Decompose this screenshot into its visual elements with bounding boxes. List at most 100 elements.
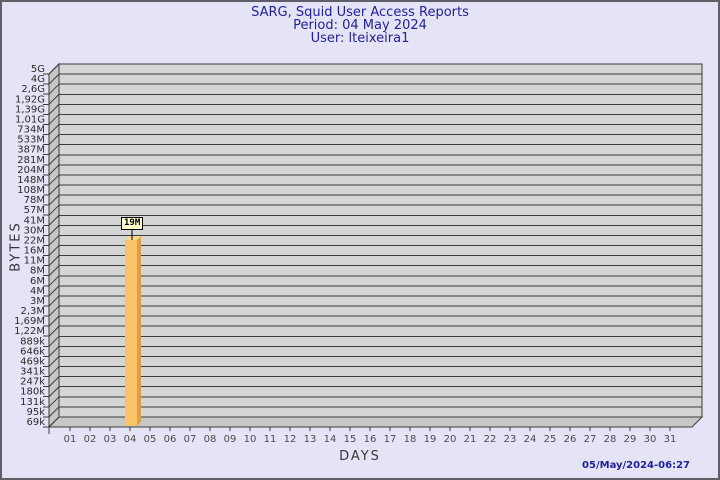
wall-diagonal <box>48 366 60 377</box>
ytick-label: 4M <box>30 286 45 297</box>
ytick-label: 30M <box>24 225 45 236</box>
wall-diagonal <box>48 164 60 176</box>
bar-top-face <box>125 236 141 241</box>
wall-diagonal <box>48 63 60 75</box>
xtick-label: 15 <box>344 434 357 445</box>
ytick-label: 889k <box>20 336 45 347</box>
wall-diagonal <box>48 134 60 145</box>
xtick-label: 29 <box>624 434 637 445</box>
xtick-label: 18 <box>404 434 417 445</box>
ytick-label: 734M <box>17 125 45 136</box>
wall-diagonal <box>48 295 60 307</box>
xtick-label: 26 <box>564 434 577 445</box>
xtick-label: 02 <box>84 434 97 445</box>
xtick-label: 20 <box>444 434 457 445</box>
xtick-label: 11 <box>264 434 277 445</box>
wall-diagonal <box>48 416 60 428</box>
wall-diagonal <box>48 255 60 266</box>
xtick-label: 03 <box>104 434 117 445</box>
wall-diagonal <box>48 214 60 226</box>
wall-diagonal <box>48 315 60 327</box>
ytick-label: 11M <box>24 256 45 267</box>
ytick-label: 4G <box>31 74 45 85</box>
chart-header: SARG, Squid User Access Reports Period: … <box>2 5 718 46</box>
bar-side-face <box>137 236 141 426</box>
xtick-label: 19 <box>424 434 437 445</box>
ytick-label: 78M <box>24 195 45 206</box>
wall-diagonal <box>48 376 60 388</box>
wall-diagonal <box>48 144 60 156</box>
xtick-label: 05 <box>144 434 157 445</box>
ytick-label: 1,22M <box>14 326 45 337</box>
left-wall <box>48 62 60 429</box>
ytick-label: 180k <box>20 387 45 398</box>
wall-diagonal <box>48 103 60 115</box>
wall-diagonal <box>48 245 60 256</box>
wall-diagonal <box>48 305 60 317</box>
xtick-label: 08 <box>204 434 217 445</box>
wall-diagonal <box>48 93 60 105</box>
chart-user: User: lteixeira1 <box>310 30 410 46</box>
xtick-label: 07 <box>184 434 197 445</box>
ytick-label: 281M <box>17 155 45 166</box>
ytick-label: 3M <box>30 296 45 307</box>
ytick-label: 69k <box>26 417 45 428</box>
wall-diagonal <box>48 325 60 337</box>
xtick-label: 14 <box>324 434 337 445</box>
ytick-label: 95k <box>26 407 45 418</box>
ytick-label: 5G <box>31 64 45 75</box>
wall-diagonal <box>48 174 60 186</box>
xtick-label: 31 <box>664 434 677 445</box>
wall-diagonal <box>48 406 60 418</box>
ytick-label: 57M <box>24 205 45 216</box>
xtick-label: 16 <box>364 434 377 445</box>
ytick-label: 8M <box>30 266 45 277</box>
bar-value-label: 19M <box>121 217 144 231</box>
ytick-label: 22M <box>24 235 45 246</box>
plot-area <box>58 63 703 418</box>
generated-timestamp: 05/May/2024-06:27 <box>582 460 690 471</box>
wall-diagonal <box>48 265 60 277</box>
xtick-label: 10 <box>244 434 257 445</box>
ytick-label: 646k <box>20 346 45 357</box>
ytick-label: 247k <box>20 377 45 388</box>
xtick-label: 27 <box>584 434 597 445</box>
xtick-label: 13 <box>304 434 317 445</box>
wall-diagonal <box>48 346 60 357</box>
ytick-label: 1,69M <box>14 316 45 327</box>
wall-diagonal <box>48 204 60 216</box>
ytick-label: 1,92G <box>15 94 45 105</box>
xtick-label: 17 <box>384 434 397 445</box>
chart-period: Period: 04 May 2024 <box>293 17 427 33</box>
xtick-label: 30 <box>644 434 657 445</box>
ytick-label: 6M <box>30 276 45 287</box>
ytick-label: 16M <box>24 246 45 257</box>
ytick-label: 131k <box>20 397 45 408</box>
x-axis-title: DAYS <box>339 449 381 464</box>
wall-diagonal <box>48 124 60 135</box>
xtick-label: 25 <box>544 434 557 445</box>
wall-diagonal <box>48 225 60 236</box>
xtick-label: 28 <box>604 434 617 445</box>
wall-diagonal <box>48 235 60 246</box>
wall-diagonal <box>48 356 60 367</box>
ytick-label: 469k <box>20 356 45 367</box>
xtick-label: 01 <box>64 434 77 445</box>
ytick-label: 2,6G <box>21 84 45 95</box>
wall-diagonal <box>48 275 60 287</box>
floor <box>47 416 704 428</box>
bar-front-face <box>125 240 137 426</box>
xtick-label: 06 <box>164 434 177 445</box>
xtick-label: 24 <box>524 434 537 445</box>
chart-title: SARG, Squid User Access Reports <box>251 5 469 20</box>
wall-diagonal <box>48 184 60 196</box>
ytick-label: 2,3M <box>20 306 45 317</box>
wall-diagonal <box>48 83 60 95</box>
wall-diagonal <box>48 73 60 85</box>
ytick-label: 41M <box>24 215 45 226</box>
ytick-label: 341k <box>20 367 45 378</box>
xtick-label: 23 <box>504 434 517 445</box>
wall-diagonal <box>48 386 60 398</box>
